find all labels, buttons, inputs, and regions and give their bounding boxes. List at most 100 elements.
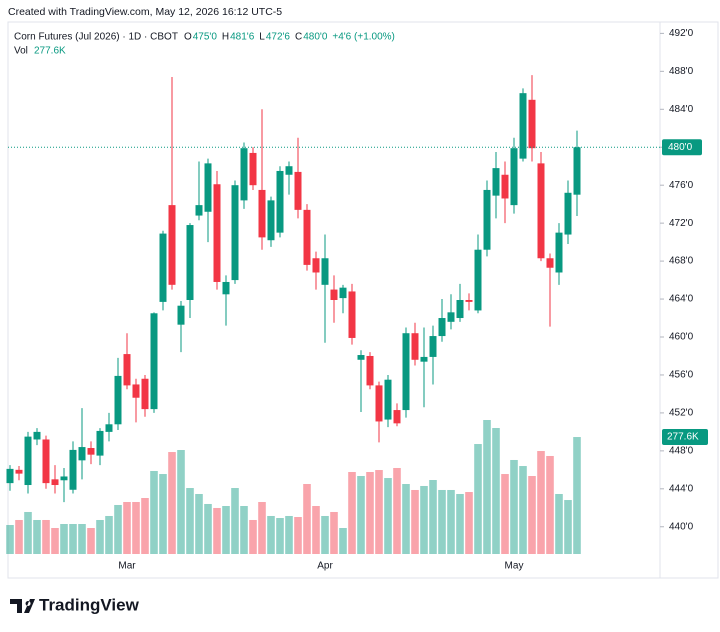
volume-bar (456, 493, 464, 554)
candle-body (312, 258, 320, 273)
candle-body (168, 205, 176, 285)
price-change: +4'6 (+1.00%) (332, 32, 395, 43)
volume-bar (411, 489, 419, 554)
volume-bar (420, 485, 428, 554)
candle-body (438, 318, 446, 337)
volume-bar (123, 502, 131, 554)
candle-body (393, 410, 401, 424)
volume-bar (177, 450, 185, 554)
volume-bar (429, 480, 437, 554)
volume-bar (573, 437, 581, 554)
volume-bar (42, 519, 50, 554)
y-tick-label: 492'0 (669, 28, 694, 39)
candle-body (105, 424, 113, 432)
volume-bar (537, 451, 545, 554)
volume-label: 277.6K (667, 432, 699, 443)
candle-body (186, 225, 194, 300)
candle-body (231, 185, 239, 281)
volume-bar (222, 506, 230, 554)
volume-bar (87, 528, 95, 554)
ohlc-key: O (184, 32, 192, 43)
volume-bar (303, 484, 311, 554)
candle-body (213, 184, 221, 282)
candle-body (69, 449, 77, 490)
y-tick-label: 444'0 (669, 483, 694, 494)
candle-body (114, 375, 122, 425)
volume-bar (564, 500, 572, 554)
volume-bar (60, 523, 68, 554)
candle-body (6, 468, 14, 484)
candle-body (42, 439, 50, 484)
last-price-label: 480'0 (668, 142, 693, 153)
volume-bar (375, 470, 383, 554)
volume-bar (69, 523, 77, 554)
volume-bar (51, 528, 59, 554)
volume-bar (105, 515, 113, 554)
candle-body (465, 300, 473, 302)
volume-bar (447, 489, 455, 554)
candle-body (258, 189, 266, 238)
volume-bar (321, 515, 329, 554)
volume-bar (6, 525, 14, 554)
volume-bar (141, 497, 149, 554)
candle-body (204, 163, 212, 212)
volume-bar (474, 444, 482, 554)
volume-bar (96, 519, 104, 554)
candle-body (447, 312, 455, 322)
volume-bar (33, 519, 41, 554)
y-tick-label: 484'0 (669, 104, 694, 115)
volume-bar (357, 476, 365, 554)
volume-bar (114, 504, 122, 554)
candle-body (141, 378, 149, 410)
plot (6, 75, 581, 554)
ohlc-value: 480'0 (303, 32, 328, 43)
candle-body (195, 205, 203, 216)
volume-bar (267, 515, 275, 554)
volume-bar (231, 488, 239, 554)
candle-body (501, 174, 509, 199)
volume-bar (168, 452, 176, 554)
candle-body (483, 189, 491, 250)
volume-bar (366, 471, 374, 554)
volume-bar (438, 489, 446, 554)
candle-body (348, 291, 356, 338)
candle-body (15, 469, 23, 474)
candle-body (24, 436, 32, 486)
y-tick-label: 448'0 (669, 446, 694, 457)
volume-bar (312, 506, 320, 554)
candle-body (267, 200, 275, 241)
candle-body (492, 168, 500, 196)
ohlc-key: L (259, 32, 265, 43)
volume-bar (492, 428, 500, 554)
candle-body (294, 171, 302, 210)
y-tick-label: 456'0 (669, 370, 694, 381)
volume-title: Vol (14, 46, 28, 57)
candle-body (357, 355, 365, 360)
volume-bar (483, 420, 491, 554)
candle-body (564, 192, 572, 235)
candle-body (429, 336, 437, 357)
x-tick-label: Apr (317, 561, 333, 572)
candle-body (78, 447, 86, 461)
y-tick-label: 464'0 (669, 294, 694, 305)
candle-body (330, 289, 338, 300)
brand-name: TradingView (39, 595, 140, 614)
volume-bar (339, 528, 347, 554)
candle-body (285, 166, 293, 175)
volume-bar (132, 502, 140, 554)
volume-bar (195, 493, 203, 554)
volume-bar (330, 511, 338, 554)
candle-body (537, 163, 545, 259)
candle-body (276, 170, 284, 233)
volume-bar (402, 484, 410, 554)
candle-body (177, 305, 185, 325)
candle-body (384, 379, 392, 420)
candle-body (123, 354, 131, 386)
volume-bar (249, 519, 257, 554)
y-tick-label: 452'0 (669, 408, 694, 419)
y-tick-label: 472'0 (669, 218, 694, 229)
candle-body (33, 431, 41, 440)
candle-body (321, 258, 329, 285)
volume-bar (186, 488, 194, 554)
